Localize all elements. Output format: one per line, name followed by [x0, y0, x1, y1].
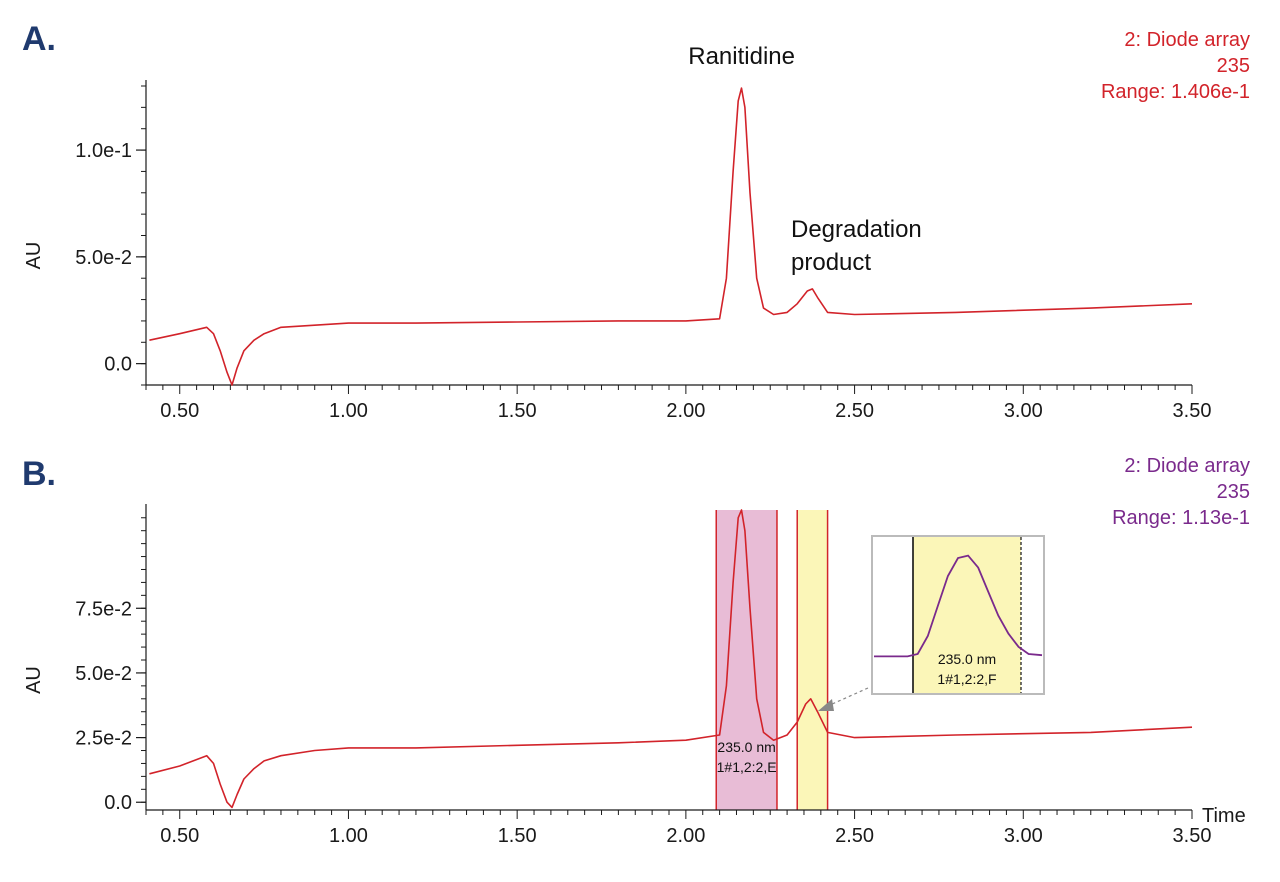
inset-spectrum: 235.0 nm 1#1,2:2,F — [871, 535, 1045, 695]
series-line — [149, 87, 1193, 386]
x-tick-label: 3.00 — [1004, 400, 1043, 422]
annotation-degradation-product: product — [791, 249, 871, 276]
info-line: 2: Diode array — [1124, 29, 1250, 51]
x-tick-label: 1.00 — [329, 825, 368, 847]
x-tick-label: 3.50 — [1173, 400, 1212, 422]
info-line: 235 — [1217, 55, 1250, 77]
x-axis-label: Time — [1202, 805, 1246, 827]
x-tick-label: 2.50 — [835, 825, 874, 847]
info-line: 2: Diode array — [1124, 455, 1250, 477]
inset-trace — [874, 554, 1043, 658]
x-tick-label: 1.50 — [498, 825, 537, 847]
y-axis-label: AU — [23, 666, 45, 694]
x-tick-label: 2.00 — [666, 400, 705, 422]
x-tick-label: 3.50 — [1173, 825, 1212, 847]
info-line: Range: 1.13e-1 — [1112, 507, 1250, 529]
info-line: 235 — [1217, 481, 1250, 503]
panel-a-chart: A. 2: Diode array 235 Range: 1.406e-1 0.50 1.… — [22, 20, 1250, 422]
inset-label: 235.0 nm — [938, 651, 996, 667]
panel-b-chart: B. 2: Diode array 235 Range: 1.13e-1 0.50 1.0… — [22, 455, 1250, 847]
inset-arrowhead — [818, 699, 834, 711]
x-tick-label: 1.00 — [329, 400, 368, 422]
x-tick-label: 1.50 — [498, 400, 537, 422]
y-tick-label: 5.0e-2 — [75, 247, 132, 269]
y-tick-label: 7.5e-2 — [75, 598, 132, 620]
annotation-degradation-product: Degradation — [791, 216, 922, 243]
inset-highlight — [913, 537, 1021, 693]
y-tick-label: 1.0e-1 — [75, 140, 132, 162]
x-tick-label: 2.50 — [835, 400, 874, 422]
y-tick-label: 0.0 — [104, 354, 132, 376]
inset-label: 1#1,2:2,F — [937, 671, 996, 687]
x-tick-label: 3.00 — [1004, 825, 1043, 847]
annotation-ranitidine: Ranitidine — [688, 43, 795, 70]
series-line — [149, 509, 1193, 809]
panel-label: A. — [22, 20, 56, 58]
x-tick-label: 0.50 — [160, 825, 199, 847]
x-tick-label: 2.00 — [666, 825, 705, 847]
highlight-label: 1#1,2:2,E — [717, 759, 777, 775]
info-line: Range: 1.406e-1 — [1101, 81, 1250, 103]
highlight-label: 235.0 nm — [717, 739, 775, 755]
y-tick-label: 2.5e-2 — [75, 728, 132, 750]
y-axis-label: AU — [23, 242, 45, 270]
highlight-band — [797, 510, 828, 810]
inset-arrow — [829, 687, 869, 706]
x-tick-label: 0.50 — [160, 400, 199, 422]
y-tick-label: 5.0e-2 — [75, 663, 132, 685]
y-tick-label: 0.0 — [104, 792, 132, 814]
panel-label: B. — [22, 455, 56, 493]
